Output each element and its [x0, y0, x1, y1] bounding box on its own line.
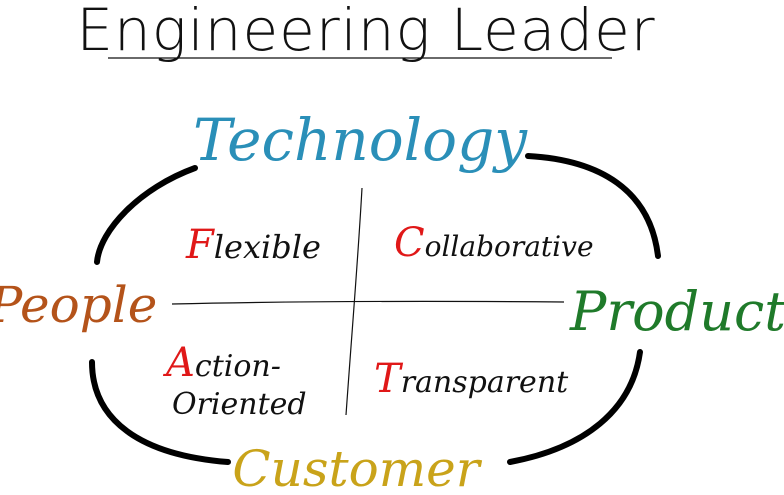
quadrant-flexible: Flexible	[185, 222, 321, 268]
frame-bottom-right-arc	[507, 349, 643, 465]
frame-bottom-left-arc	[89, 359, 231, 465]
axis-label-people: People	[0, 276, 157, 334]
quadrant-collaborative: Collaborative	[394, 220, 594, 266]
vertical-divider	[345, 187, 363, 416]
quadrant-transparent: Transparent	[374, 356, 569, 402]
frame-top-left-arc	[94, 165, 198, 265]
quadrant-transparent-rest: ransparent	[401, 365, 569, 400]
axis-label-product: Product	[569, 280, 784, 343]
quadrant-flexible-rest: lexible	[214, 228, 321, 266]
quadrant-action-initial: A	[162, 340, 195, 386]
axis-label-technology: Technology	[193, 106, 528, 174]
quadrant-action-oriented-line2: Oriented	[172, 387, 307, 422]
quadrant-collaborative-rest: ollaborative	[425, 230, 594, 263]
quadrant-collaborative-initial: C	[394, 220, 425, 266]
frame-top-right-arc	[525, 153, 661, 259]
horizontal-divider	[171, 300, 565, 305]
quadrant-action-rest: ction-	[195, 349, 281, 384]
quadrant-transparent-initial: T	[374, 356, 404, 402]
quadrant-action-oriented-line1: Action-	[162, 340, 281, 386]
page-title: Engineering Leader	[76, 0, 655, 64]
axis-label-customer: Customer	[232, 440, 482, 495]
quadrant-flexible-initial: F	[185, 222, 215, 268]
